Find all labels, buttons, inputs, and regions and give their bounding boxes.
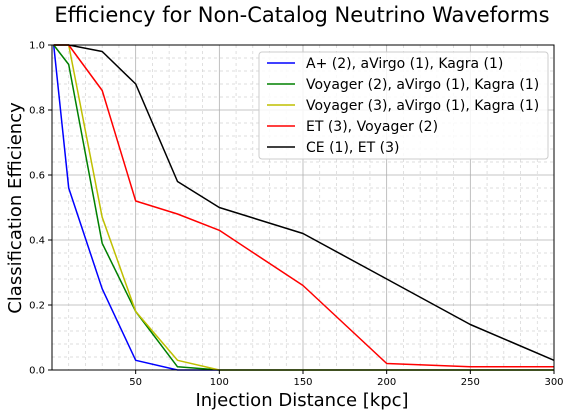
legend-label: ET (3), Voyager (2)	[306, 119, 438, 135]
x-tick-label: 250	[461, 377, 480, 388]
x-axis-label: Injection Distance [kpc]	[195, 390, 408, 411]
series-line	[53, 44, 555, 361]
x-tick-label: 200	[377, 377, 396, 388]
y-axis: 0.0 0.2 0.4 0.6 0.8 1.0	[29, 41, 52, 377]
legend-label: CE (1), ET (3)	[306, 140, 399, 156]
legend-label: Voyager (2), aVirgo (1), Kagra (1)	[306, 77, 539, 93]
y-tick-label: 1.0	[29, 41, 45, 52]
y-tick-label: 0.2	[29, 301, 45, 312]
legend-box	[258, 51, 549, 160]
y-tick-label: 0.6	[29, 171, 45, 182]
x-tick-label: 50	[129, 377, 142, 388]
y-tick-label: 0.0	[29, 366, 45, 377]
series-line	[53, 44, 554, 368]
x-tick-label: 100	[210, 377, 229, 388]
chart-title: Efficiency for Non-Catalog Neutrino Wave…	[54, 3, 549, 27]
legend-label: A+ (2), aVirgo (1), Kagra (1)	[306, 56, 503, 72]
y-tick-label: 0.8	[29, 106, 45, 117]
legend: A+ (2), aVirgo (1), Kagra (1) Voyager (2)…	[258, 51, 549, 160]
x-tick-label: 300	[544, 377, 563, 388]
x-tick-label: 150	[293, 377, 312, 388]
y-tick-label: 0.4	[29, 236, 45, 247]
legend-label: Voyager (3), aVirgo (1), Kagra (1)	[306, 98, 539, 114]
y-axis-label: Classification Efficiency	[5, 102, 26, 314]
x-axis: 50 100 150 200 250 300	[129, 370, 564, 388]
